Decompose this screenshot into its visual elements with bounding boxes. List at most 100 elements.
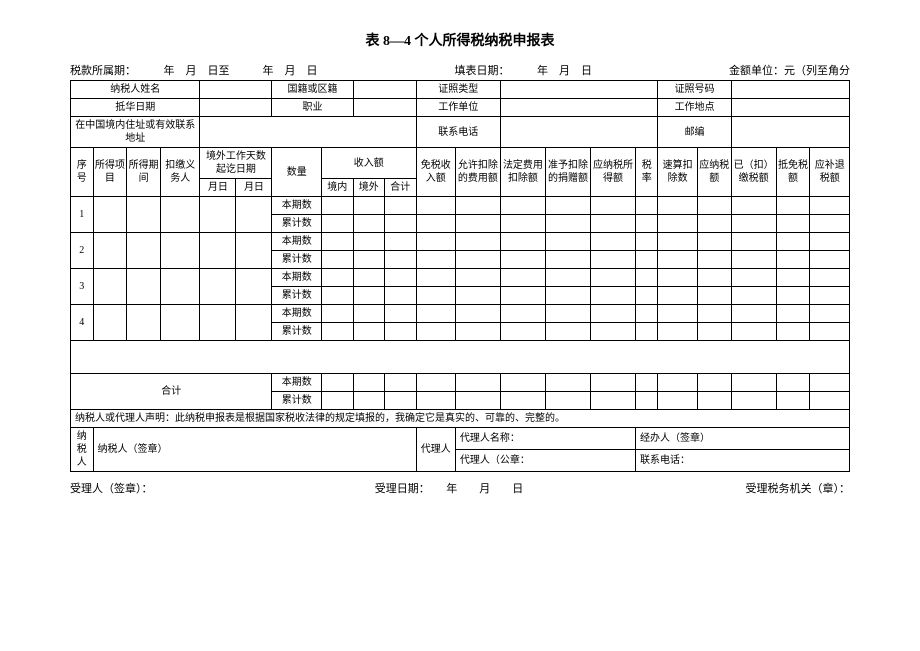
cell [590,305,635,323]
cell [353,374,385,392]
cell [776,233,810,251]
cell [353,305,385,323]
cell [455,323,500,341]
cell [321,287,353,305]
cell [385,269,417,287]
cell [416,305,455,323]
cell [500,251,545,269]
cert-type-value [500,81,658,99]
cell [776,269,810,287]
address-label: 在中国境内住址或有效联系地址 [71,117,200,148]
cell [416,215,455,233]
cell [353,269,385,287]
cell [500,374,545,392]
cell [776,215,810,233]
cell [236,197,272,233]
cell [500,287,545,305]
hdr-income-item: 所得项目 [93,148,127,197]
cell [810,287,850,305]
cell [236,233,272,269]
cell [93,305,127,341]
cell [455,233,500,251]
row2-current: 本期数 [272,233,322,251]
cell [776,374,810,392]
cell [161,233,200,269]
cell [127,197,161,233]
cell [697,197,731,215]
cell [545,374,590,392]
cell [697,215,731,233]
cell [635,305,658,323]
cell [353,233,385,251]
cell [500,305,545,323]
bottom-line: 受理人（签章）： 受理日期： 年 月 日 受理税务机关（章）： [70,480,850,496]
cell [590,287,635,305]
agent-seal: 代理人（公章： [455,450,635,472]
cell [385,305,417,323]
cell [697,374,731,392]
contact: 联系电话： [635,450,849,472]
cell [500,197,545,215]
cell [697,233,731,251]
hdr-income-amt: 收入额 [321,148,416,179]
hdr-taxfree: 免税收入额 [416,148,455,197]
cell [658,287,697,305]
cell [416,392,455,410]
postcode-value [731,117,849,148]
cell [385,215,417,233]
cell [590,269,635,287]
cell [810,197,850,215]
cell [236,305,272,341]
cell [635,392,658,410]
cell [385,251,417,269]
agent-label: 代理人 [416,428,455,472]
cell [161,269,200,305]
hdr-domestic: 境内 [321,179,353,197]
cell [810,269,850,287]
cell [658,215,697,233]
cell [697,251,731,269]
cell [590,251,635,269]
cell [353,215,385,233]
cell [731,305,776,323]
cell [590,323,635,341]
handler: 经办人（签章） [635,428,849,450]
cell [731,251,776,269]
cell [500,233,545,251]
cell [321,251,353,269]
cell [776,323,810,341]
cell [385,323,417,341]
hdr-income-period: 所得期间 [127,148,161,197]
cell [658,374,697,392]
cell [590,392,635,410]
cell [455,197,500,215]
sub-current: 本期数 [272,374,322,392]
cell [93,233,127,269]
cell [658,323,697,341]
hdr-seq: 序号 [71,148,94,197]
cell [353,323,385,341]
cell [321,269,353,287]
cell [697,269,731,287]
cell [658,251,697,269]
row4-cumulative: 累计数 [272,323,322,341]
cell [200,269,236,305]
cell [776,392,810,410]
cell [321,305,353,323]
sub-cumulative: 累计数 [272,392,322,410]
cell [810,374,850,392]
company-label: 工作单位 [416,99,500,117]
cell [810,392,850,410]
cell [658,305,697,323]
cell [127,305,161,341]
hdr-md1: 月日 [200,179,236,197]
cell [416,251,455,269]
cell [321,197,353,215]
cell [385,287,417,305]
cell [776,197,810,215]
cell [127,269,161,305]
cell [353,392,385,410]
cell [321,215,353,233]
cert-no-value [731,81,849,99]
cell [731,269,776,287]
